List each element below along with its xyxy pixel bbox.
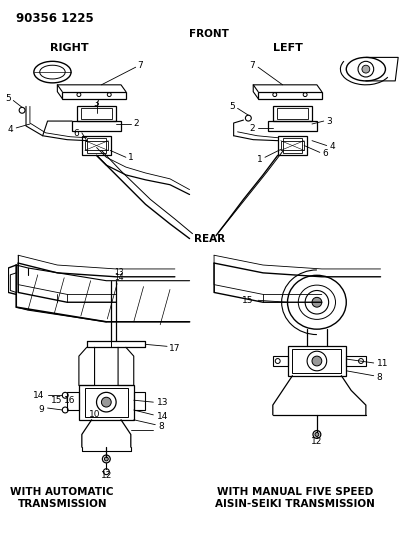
Text: 6: 6 xyxy=(323,149,328,158)
Text: 90356 1225: 90356 1225 xyxy=(16,12,94,25)
Text: 16: 16 xyxy=(63,395,75,405)
Text: 14: 14 xyxy=(33,391,45,400)
Text: 3: 3 xyxy=(94,99,99,108)
Text: 9: 9 xyxy=(39,406,45,415)
Text: 12: 12 xyxy=(101,471,112,480)
Text: 13: 13 xyxy=(157,398,169,407)
Text: 7: 7 xyxy=(138,61,143,70)
Text: 1: 1 xyxy=(257,155,263,164)
Text: 8: 8 xyxy=(376,373,383,382)
Text: 1: 1 xyxy=(128,153,133,162)
Text: FRONT: FRONT xyxy=(189,29,229,39)
Text: 10: 10 xyxy=(89,410,100,419)
Text: WITH AUTOMATIC
TRANSMISSION: WITH AUTOMATIC TRANSMISSION xyxy=(11,487,114,509)
Text: 13: 13 xyxy=(114,269,124,277)
Text: REAR: REAR xyxy=(194,233,225,244)
Text: 2: 2 xyxy=(249,124,255,133)
Circle shape xyxy=(101,397,111,407)
Text: 17: 17 xyxy=(169,344,181,353)
Text: 14: 14 xyxy=(114,273,124,282)
Text: RIGHT: RIGHT xyxy=(50,43,88,53)
Text: 4: 4 xyxy=(8,125,13,134)
Text: 11: 11 xyxy=(376,359,388,368)
Text: 5: 5 xyxy=(229,102,234,111)
Text: 6: 6 xyxy=(73,130,79,138)
Circle shape xyxy=(315,432,319,437)
Text: 14: 14 xyxy=(157,413,168,422)
Circle shape xyxy=(312,297,322,307)
Circle shape xyxy=(362,65,370,73)
Text: 4: 4 xyxy=(330,142,335,151)
Text: LEFT: LEFT xyxy=(273,43,302,53)
Circle shape xyxy=(312,356,322,366)
Text: 12: 12 xyxy=(311,437,323,446)
Text: 15: 15 xyxy=(51,395,62,405)
Text: 5: 5 xyxy=(6,94,11,103)
Text: 2: 2 xyxy=(134,119,139,128)
Text: 15: 15 xyxy=(242,296,253,305)
Text: 7: 7 xyxy=(249,61,255,70)
Text: 8: 8 xyxy=(158,422,164,431)
Circle shape xyxy=(104,457,108,461)
Text: WITH MANUAL FIVE SPEED
AISIN-SEIKI TRANSMISSION: WITH MANUAL FIVE SPEED AISIN-SEIKI TRANS… xyxy=(215,487,375,509)
Text: 3: 3 xyxy=(327,117,333,126)
